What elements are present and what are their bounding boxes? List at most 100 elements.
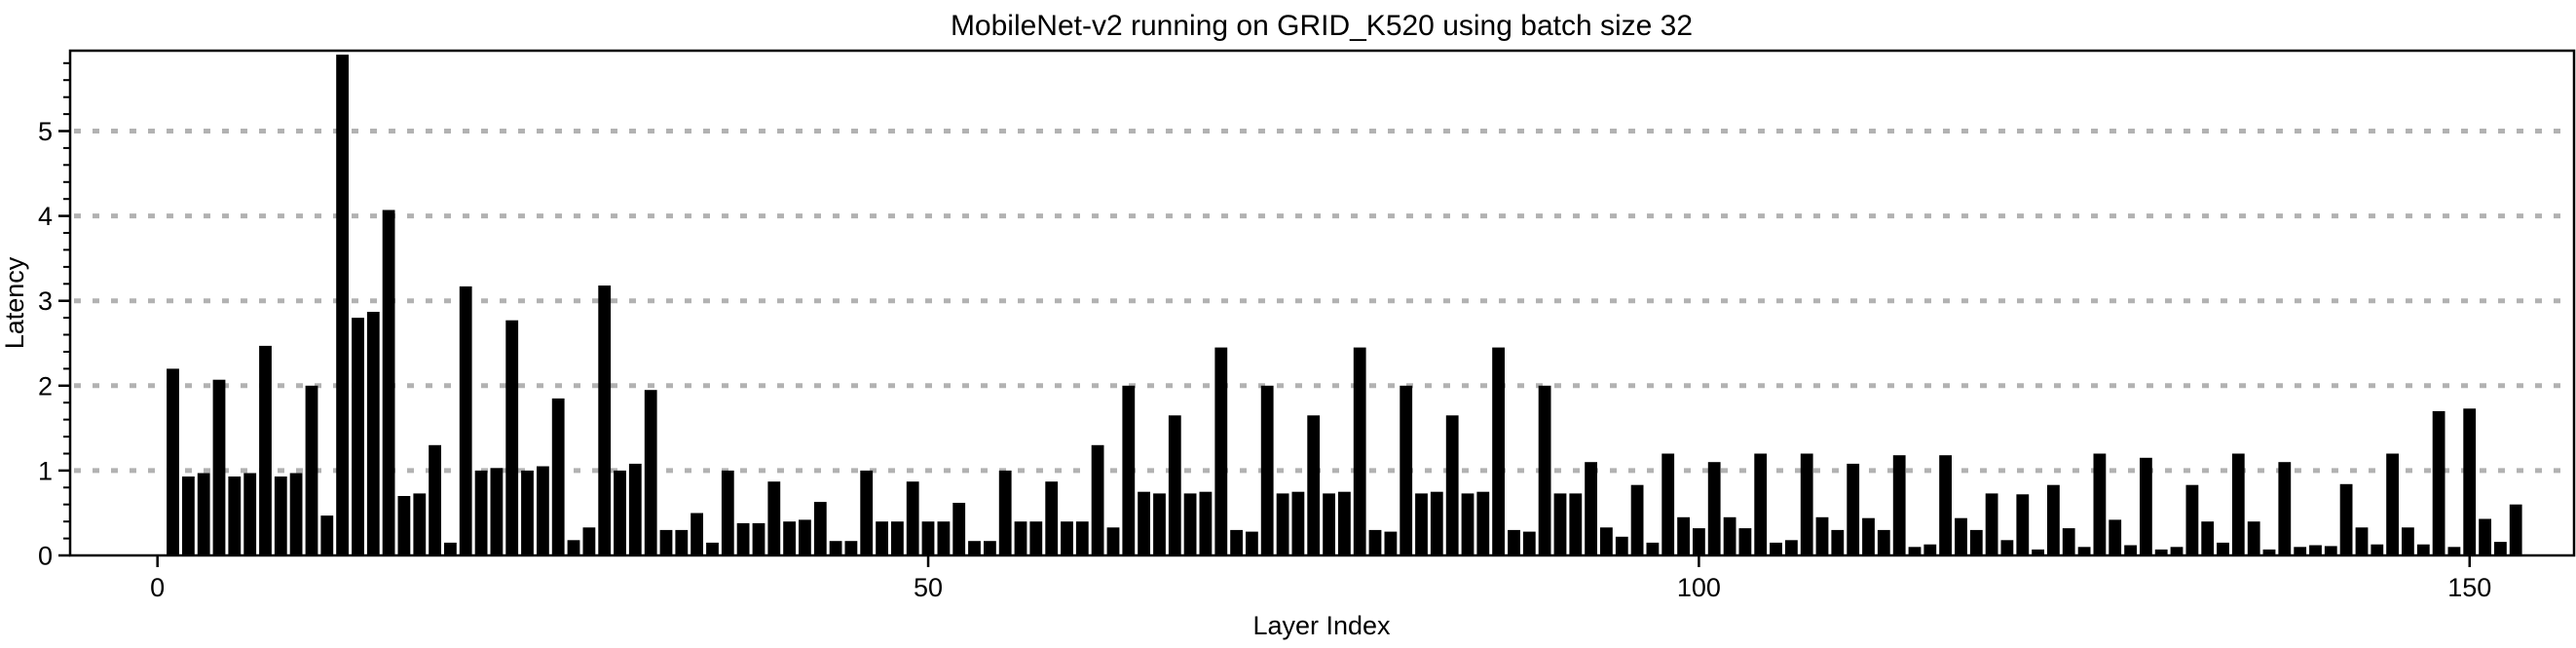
bar-layer-116 [1939, 455, 1952, 555]
bar-layer-8 [274, 476, 287, 555]
bar-layer-33 [659, 529, 673, 555]
bar-layer-153 [2509, 504, 2522, 555]
bar-layer-30 [614, 470, 626, 555]
bar-layer-112 [1877, 529, 1890, 555]
bar-layer-114 [1908, 547, 1922, 555]
bar-layer-111 [1862, 517, 1875, 555]
bar-layer-44 [829, 541, 842, 555]
y-tick-label: 2 [38, 371, 53, 400]
bar-layer-39 [752, 522, 765, 555]
bar-layer-74 [1291, 491, 1305, 555]
bar-layer-18 [429, 444, 441, 555]
bar-layer-131 [2170, 547, 2184, 555]
bar-layer-152 [2494, 542, 2507, 555]
bar-layer-57 [1029, 521, 1043, 555]
bar-layer-12 [336, 55, 349, 556]
bar-layer-141 [2324, 546, 2337, 555]
bar-layer-1 [167, 368, 179, 555]
bar-layer-4 [212, 379, 226, 555]
x-tick-label: 150 [2447, 573, 2491, 602]
bar-layer-139 [2294, 547, 2307, 555]
bar-layer-53 [968, 541, 981, 555]
bar-layer-64 [1138, 491, 1150, 555]
bar-layer-40 [767, 481, 781, 555]
bar-layer-148 [2432, 410, 2445, 555]
bar-layer-105 [1770, 542, 1782, 555]
bar-layer-55 [998, 470, 1012, 555]
bar-layer-117 [1955, 517, 1967, 555]
y-axis-label: Latency [0, 256, 29, 349]
bar-layer-93 [1585, 462, 1597, 555]
bar-layer-59 [1061, 521, 1073, 555]
bar-layer-3 [197, 473, 210, 555]
bar-layer-108 [1815, 516, 1829, 555]
bar-layer-66 [1168, 415, 1181, 555]
bar-layer-42 [799, 519, 811, 555]
axis-ticks [58, 61, 2471, 567]
bar-layer-51 [937, 521, 951, 555]
bar-layer-38 [736, 522, 750, 555]
bar-layer-67 [1183, 493, 1197, 555]
bar-layer-78 [1353, 347, 1366, 555]
bar-layer-122 [2032, 549, 2044, 555]
bar-layer-126 [2093, 453, 2107, 555]
x-tick-label: 100 [1677, 573, 1721, 602]
bar-layer-24 [521, 470, 534, 555]
bar-layer-13 [352, 318, 364, 555]
bar-layer-140 [2309, 545, 2322, 555]
bar-layer-81 [1400, 385, 1413, 555]
bar-layer-60 [1075, 521, 1089, 555]
bar-layer-104 [1754, 453, 1768, 555]
bar-layer-90 [1538, 385, 1551, 555]
bar-layer-123 [2047, 484, 2060, 555]
bar-layer-87 [1492, 347, 1505, 555]
bar-layer-22 [490, 468, 504, 555]
bar-layer-150 [2463, 408, 2477, 555]
bar-layer-118 [1969, 529, 1983, 555]
bar-layer-34 [675, 529, 689, 555]
gridlines [74, 129, 2572, 474]
bar-layer-106 [1785, 540, 1798, 555]
bar-layer-47 [876, 521, 888, 555]
bar-layer-88 [1508, 529, 1520, 555]
bar-layer-35 [691, 513, 703, 555]
bar-layer-71 [1246, 531, 1258, 555]
bar-layer-130 [2154, 549, 2168, 555]
bar-layer-11 [320, 515, 334, 555]
bar-layer-89 [1522, 531, 1536, 555]
bar-layer-134 [2217, 542, 2229, 555]
bar-layer-73 [1276, 493, 1289, 555]
bar-layer-151 [2479, 518, 2491, 555]
bar-layer-70 [1230, 529, 1243, 555]
bar-layer-129 [2140, 457, 2152, 555]
bar-layer-142 [2339, 483, 2353, 555]
bar-layer-136 [2247, 521, 2260, 555]
bar-layer-144 [2371, 544, 2384, 555]
bar-layer-91 [1553, 493, 1567, 555]
bar-layer-137 [2262, 549, 2276, 555]
bar-layer-102 [1723, 516, 1736, 555]
bar-layer-107 [1800, 453, 1813, 555]
bar-layer-75 [1307, 415, 1321, 555]
bar-layer-128 [2124, 545, 2137, 555]
bar-layer-63 [1122, 385, 1136, 555]
y-tick-label: 3 [38, 286, 53, 316]
bar-layer-28 [582, 527, 596, 555]
bar-layer-52 [952, 503, 966, 555]
bar-layer-80 [1384, 531, 1398, 555]
bar-layer-10 [305, 385, 318, 555]
bar-layer-29 [598, 286, 612, 555]
bar-layer-96 [1630, 484, 1644, 555]
x-axis-label: Layer Index [1252, 611, 1391, 640]
bar-layer-138 [2278, 462, 2292, 555]
bar-layer-124 [2062, 528, 2075, 555]
bar-layer-58 [1045, 481, 1059, 555]
chart-bars [167, 55, 2522, 556]
bar-layer-143 [2355, 527, 2369, 555]
bar-layer-19 [444, 542, 457, 555]
x-tick-label: 50 [914, 573, 943, 602]
bar-layer-149 [2447, 547, 2461, 555]
bar-layer-15 [382, 210, 395, 555]
